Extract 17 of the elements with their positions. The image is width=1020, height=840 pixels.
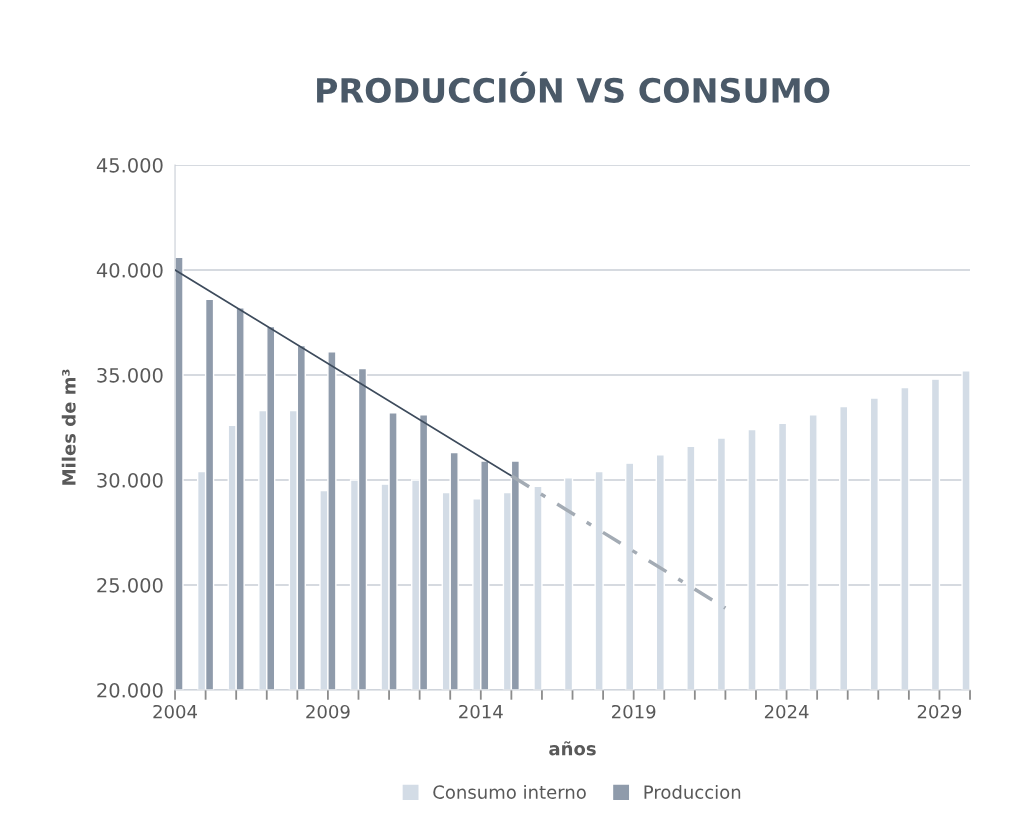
x-tick-label: 2004 [153, 704, 197, 719]
y-axis-title: Miles de m³ [61, 369, 76, 485]
y-tick-label: 25.000 [97, 577, 163, 593]
x-tick-label: 2009 [306, 704, 350, 719]
x-tick-label: 2024 [764, 704, 809, 719]
chart-title: PRODUCCIÓN VS CONSUMO [317, 71, 830, 103]
x-tick-label: 2014 [459, 704, 503, 719]
x-axis-title: años [549, 741, 596, 756]
x-tick-label: 2029 [917, 704, 962, 719]
y-tick-label: 45.000 [96, 157, 163, 173]
y-tick-label: 30.000 [97, 472, 163, 488]
legend-label: Produccion [644, 784, 741, 799]
y-tick-label: 40.000 [96, 262, 163, 278]
legend-label: Consumo interno [433, 784, 586, 799]
y-tick-label: 20.000 [97, 682, 163, 698]
y-tick-label: 35.000 [97, 367, 163, 383]
x-tick-label: 2019 [612, 704, 656, 719]
